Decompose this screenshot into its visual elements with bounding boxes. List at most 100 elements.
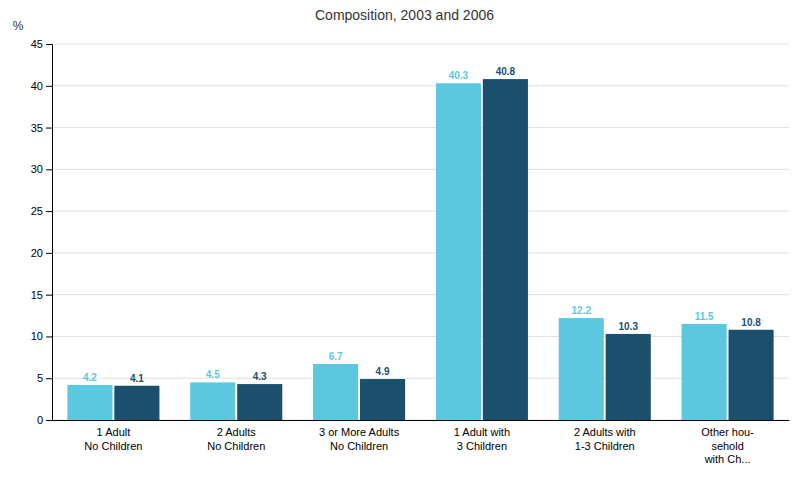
grid-line [52, 85, 789, 86]
x-tick-label-line: 3 or More Adults [319, 426, 400, 438]
x-tick-label-line: 2 Adults with [574, 426, 636, 438]
x-tick-label-line: 3 Children [457, 440, 507, 452]
y-tick-mark [46, 211, 52, 212]
y-tick-label: 10 [31, 330, 43, 342]
y-tick: 30 [31, 163, 52, 175]
y-tick: 25 [31, 205, 52, 217]
y-axis-title: % [13, 19, 24, 33]
data-label: 6.7 [329, 351, 343, 362]
y-tick-mark [46, 378, 52, 379]
y-tick: 40 [31, 80, 52, 92]
plot: 0510152025303540451 AdultNo Children2 Ad… [31, 38, 790, 465]
bar [559, 318, 604, 420]
y-axis: 0 5 10 15 20 25 30 35 40 45 [31, 38, 53, 426]
data-label: 40.3 [449, 70, 469, 81]
x-tick-label-line: No Children [207, 440, 265, 452]
x-tick: 1 Adult No Children [84, 426, 142, 452]
data-labels: 4.2 4.5 6.7 40.3 12.2 11.5 4.1 4.3 4.9 40.8 10.3 10… [83, 66, 761, 384]
grid-line [52, 378, 789, 379]
title: Composition, 2003 and 2006 [315, 7, 494, 23]
x-tick-label: 3 or More Adults No Children [319, 426, 400, 452]
x-tick-label-line: 2 Adults [217, 426, 257, 438]
data-label: 4.3 [253, 371, 267, 382]
bar [436, 83, 481, 420]
data-label: 10.8 [741, 317, 761, 328]
chart: 0510152025303540451 AdultNo Children2 Ad… [0, 0, 809, 486]
grid-line [52, 127, 789, 128]
data-label: 10.3 [618, 321, 638, 332]
y-tick-label: 15 [31, 289, 43, 301]
x-tick-label: 2 Adults with 1-3 Children [574, 426, 636, 452]
x-tick-label-line: No Children [84, 440, 142, 452]
data-label: 4.2 [83, 372, 97, 383]
bar [313, 364, 358, 420]
x-tick: 3 or More Adults No Children [319, 426, 400, 452]
x-tick-label-line: sehold [711, 440, 743, 452]
grid-line [52, 169, 789, 170]
x-tick-label: 1 Adult with 3 Children [454, 426, 510, 452]
x-tick: 1 Adult with 3 Children [454, 426, 510, 452]
x-tick-label-line: with Ch... [704, 453, 751, 465]
x-axis-line [53, 420, 790, 421]
grid-line [52, 420, 789, 421]
y-tick: 45 [31, 38, 52, 50]
data-label: 40.8 [496, 66, 516, 77]
y-tick-mark [46, 295, 52, 296]
grid-line [52, 294, 789, 295]
bar [67, 385, 112, 420]
y-axis-line [46, 45, 53, 421]
y-tick-mark [46, 420, 52, 421]
bar [360, 379, 405, 420]
y-tick-label: 0 [37, 414, 43, 426]
bar [190, 382, 235, 420]
y-tick: 20 [31, 247, 52, 259]
data-label: 4.1 [130, 373, 144, 384]
y-tick-label: 25 [31, 205, 43, 217]
y-tick: 10 [31, 330, 52, 342]
y-tick-mark [46, 44, 52, 45]
grid-line [52, 211, 789, 212]
grid-line [52, 44, 789, 45]
bar [483, 79, 528, 420]
bar [729, 330, 774, 420]
y-tick-mark [46, 253, 52, 254]
y-tick-label: 35 [31, 122, 43, 134]
y-tick: 5 [37, 372, 52, 384]
grid [52, 44, 789, 420]
y-tick: 0 [37, 414, 52, 426]
x-axis: 1 AdultNo Children2 AdultsNo Children3 o… [53, 421, 790, 466]
x-tick-label-line: Other hou- [701, 426, 754, 438]
x-tick-label-line: 1-3 Children [575, 440, 635, 452]
y-tick-label: 40 [31, 80, 43, 92]
x-tick: Other hou-seholdwith Ch... [701, 426, 754, 466]
y-tick-label: 20 [31, 247, 43, 259]
x-tick-label-line: 1 Adult with [454, 426, 510, 438]
y-tick-mark [46, 336, 52, 337]
x-tick-label-line: No Children [330, 440, 388, 452]
x-tick-label-line: 1 Adult [97, 426, 131, 438]
data-label: 4.9 [376, 366, 390, 377]
y-tick-label: 45 [31, 38, 43, 50]
y-tick-mark [46, 128, 52, 129]
y-tick: 15 [31, 289, 52, 301]
y-tick-mark [46, 86, 52, 87]
y-tick-mark [46, 169, 52, 170]
x-tick: 2 Adults with 1-3 Children [574, 426, 636, 452]
data-label: 11.5 [695, 311, 714, 322]
bar [682, 324, 727, 420]
bar [606, 334, 651, 420]
data-label: 4.5 [206, 369, 220, 380]
x-tick-label: 2 Adults No Children [207, 426, 265, 452]
grid-line [52, 336, 789, 337]
x-tick: 2 Adults No Children [207, 426, 265, 452]
data-label: 12.2 [572, 305, 592, 316]
bar [114, 386, 159, 420]
y-tick: 35 [31, 122, 52, 134]
y-tick-label: 5 [37, 372, 43, 384]
bar [237, 384, 282, 420]
x-tick-label: 1 Adult No Children [84, 426, 142, 452]
x-tick-label: Other hou-seholdwith Ch... [701, 426, 754, 466]
grid-line [52, 252, 789, 253]
bars [67, 79, 773, 420]
y-tick-label: 30 [31, 163, 43, 175]
